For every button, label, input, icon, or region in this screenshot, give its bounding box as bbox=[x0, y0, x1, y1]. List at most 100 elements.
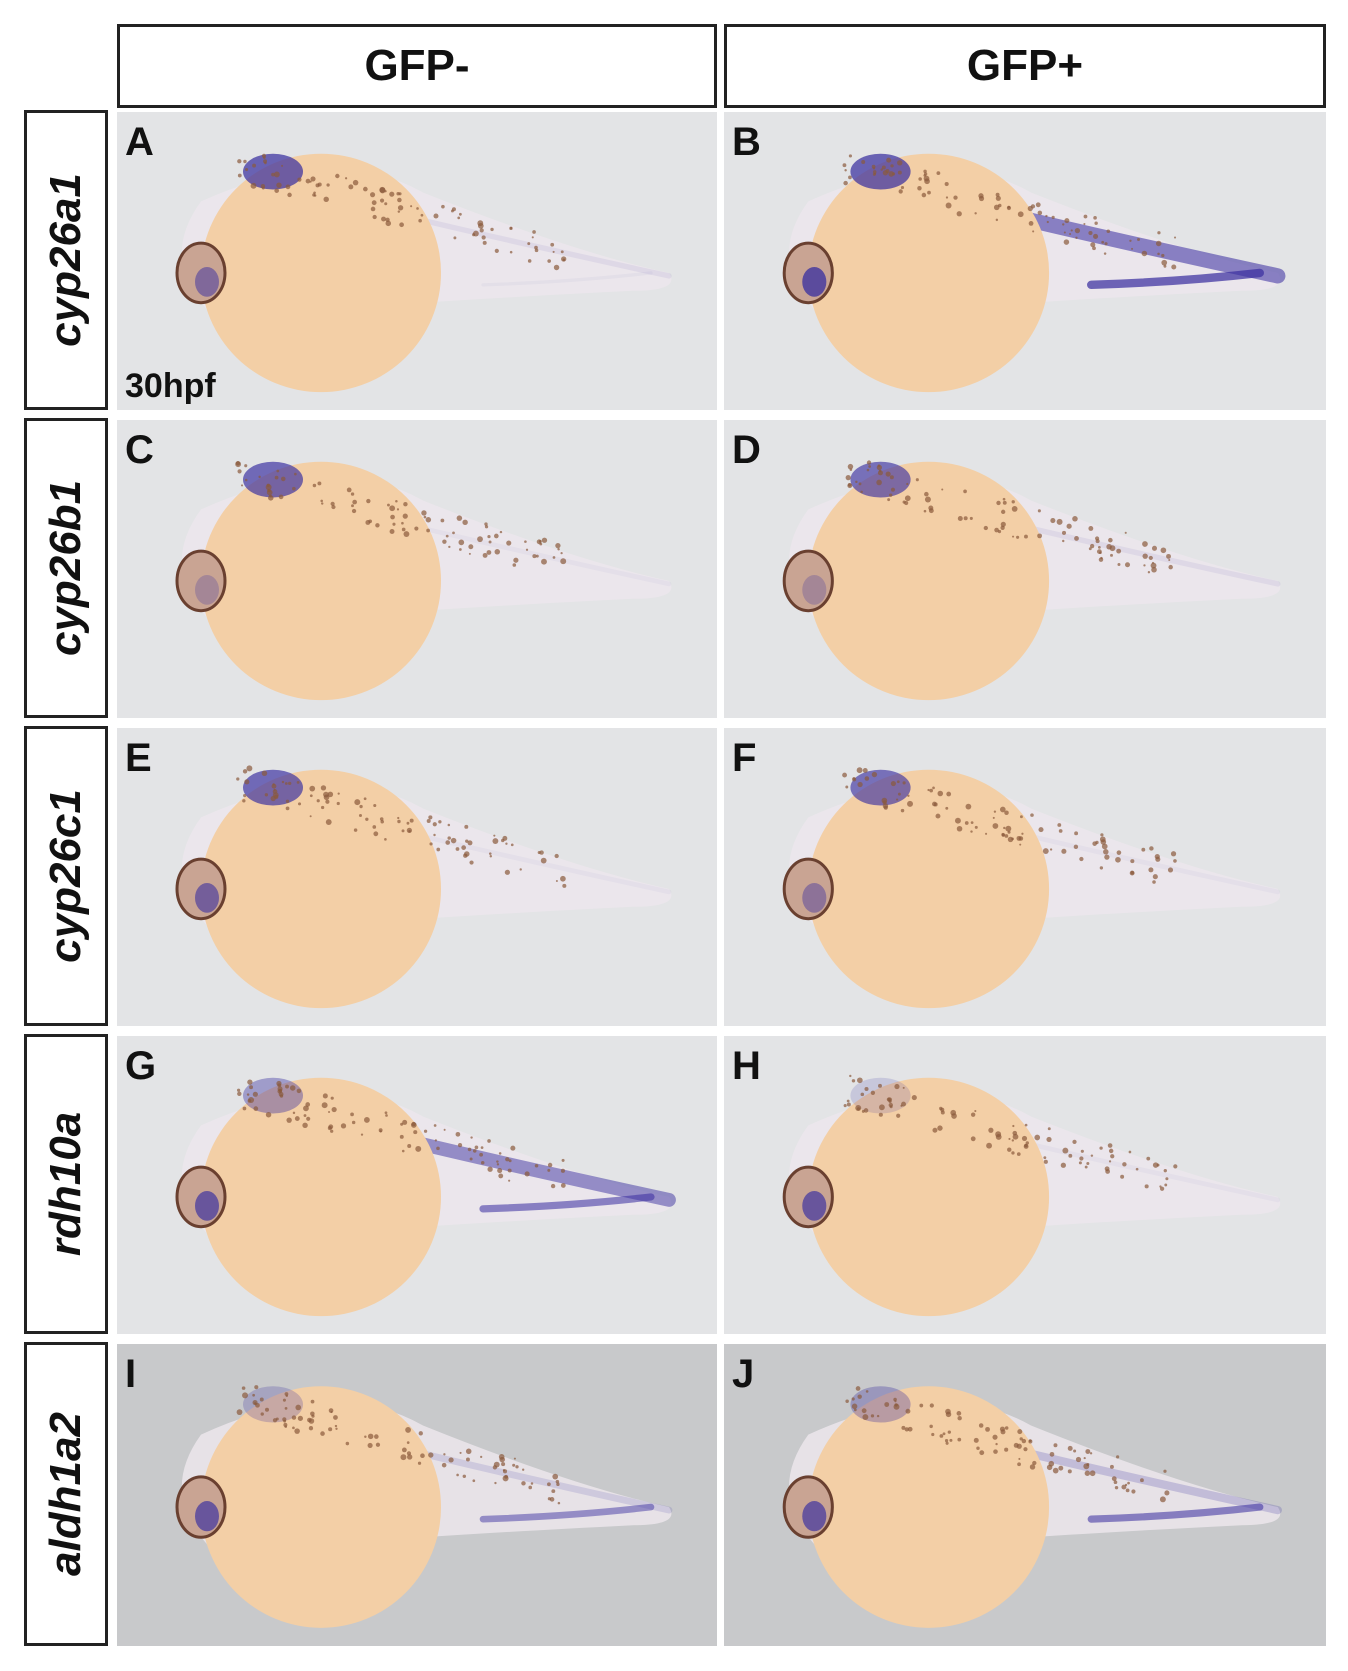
melanophore bbox=[364, 1435, 367, 1438]
melanophore bbox=[1100, 839, 1107, 845]
melanophore bbox=[281, 164, 284, 167]
melanophore bbox=[1056, 518, 1063, 525]
melanophore bbox=[1125, 1488, 1130, 1493]
melanophore bbox=[375, 523, 380, 528]
melanophore bbox=[331, 505, 336, 510]
melanophore bbox=[918, 177, 922, 181]
melanophore bbox=[244, 464, 248, 468]
melanophore bbox=[1083, 1463, 1090, 1470]
melanophore bbox=[876, 1414, 880, 1418]
melanophore bbox=[554, 853, 559, 859]
melanophore bbox=[1155, 240, 1162, 247]
melanophore bbox=[271, 783, 277, 789]
melanophore bbox=[1078, 1161, 1082, 1165]
melanophore bbox=[527, 259, 532, 263]
melanophore bbox=[992, 823, 999, 829]
melanophore bbox=[1004, 1447, 1009, 1452]
melanophore bbox=[857, 1077, 863, 1084]
melanophore bbox=[509, 250, 513, 254]
eye-stain bbox=[802, 574, 827, 605]
melanophore bbox=[957, 1437, 962, 1442]
yolk bbox=[201, 153, 441, 393]
melanophore bbox=[372, 214, 377, 220]
melanophore bbox=[992, 1434, 998, 1440]
melanophore bbox=[505, 842, 508, 845]
eye-stain bbox=[195, 882, 219, 913]
melanophore bbox=[931, 1432, 935, 1437]
melanophore bbox=[1173, 1164, 1178, 1169]
yolk bbox=[808, 769, 1050, 1009]
melanophore bbox=[1029, 1464, 1036, 1470]
melanophore bbox=[281, 780, 285, 784]
melanophore bbox=[252, 1091, 258, 1097]
melanophore bbox=[1048, 1460, 1055, 1467]
melanophore bbox=[847, 483, 853, 489]
melanophore bbox=[1131, 247, 1134, 250]
melanophore bbox=[409, 818, 414, 823]
eye-stain bbox=[195, 574, 219, 605]
melanophore bbox=[541, 537, 548, 543]
melanophore bbox=[450, 209, 454, 213]
melanophore bbox=[1069, 232, 1072, 236]
melanophore bbox=[1001, 832, 1005, 837]
melanophore bbox=[1008, 1137, 1011, 1141]
melanophore bbox=[519, 868, 522, 871]
stage-label: 30hpf bbox=[125, 367, 216, 405]
melanophore bbox=[531, 236, 534, 239]
melanophore bbox=[868, 465, 872, 468]
melanophore bbox=[945, 806, 949, 810]
melanophore bbox=[305, 1102, 311, 1107]
melanophore bbox=[389, 505, 396, 512]
melanophore bbox=[965, 803, 972, 810]
tail-stain bbox=[479, 1503, 655, 1523]
melanophore bbox=[392, 522, 396, 526]
melanophore bbox=[1143, 564, 1146, 567]
melanophore bbox=[1002, 497, 1006, 501]
melanophore bbox=[945, 196, 949, 199]
melanophore bbox=[381, 216, 386, 222]
gene-label: cyp26a1 bbox=[41, 173, 90, 347]
melanophore bbox=[462, 1474, 467, 1479]
melanophore bbox=[242, 1392, 249, 1399]
melanophore bbox=[985, 832, 988, 835]
embryo-panel-a: A 30hpf bbox=[117, 112, 717, 410]
melanophore bbox=[1011, 1151, 1015, 1155]
melanophore bbox=[927, 788, 930, 792]
melanophore bbox=[323, 196, 329, 203]
column-header-gfp-negative: GFP- bbox=[117, 24, 717, 108]
melanophore bbox=[459, 1451, 462, 1454]
melanophore bbox=[532, 230, 536, 234]
melanophore bbox=[350, 1112, 354, 1117]
melanophore bbox=[1016, 835, 1022, 841]
melanophore bbox=[950, 1109, 957, 1116]
melanophore bbox=[1021, 832, 1024, 835]
melanophore bbox=[550, 242, 555, 247]
melanophore bbox=[275, 1417, 279, 1421]
melanophore bbox=[345, 1441, 350, 1446]
melanophore bbox=[247, 1099, 252, 1103]
melanophore bbox=[282, 1398, 286, 1402]
melanophore bbox=[547, 1482, 551, 1487]
melanophore bbox=[344, 177, 348, 180]
melanophore bbox=[320, 1431, 325, 1436]
melanophore bbox=[1099, 866, 1104, 870]
melanophore bbox=[1152, 874, 1158, 880]
melanophore bbox=[1067, 1445, 1073, 1451]
melanophore bbox=[241, 1386, 246, 1390]
melanophore bbox=[326, 183, 330, 187]
melanophore bbox=[396, 508, 400, 511]
melanophore bbox=[457, 216, 461, 220]
melanophore bbox=[401, 527, 406, 532]
melanophore bbox=[904, 495, 911, 502]
melanophore bbox=[397, 210, 401, 213]
melanophore bbox=[371, 200, 377, 206]
melanophore bbox=[549, 1497, 555, 1502]
melanophore bbox=[1062, 1147, 1069, 1154]
melanophore bbox=[1173, 236, 1177, 239]
melanophore bbox=[887, 498, 891, 502]
melanophore bbox=[881, 165, 886, 170]
melanophore bbox=[842, 163, 847, 168]
melanophore bbox=[494, 248, 499, 253]
melanophore bbox=[436, 1146, 440, 1151]
melanophore bbox=[901, 1425, 906, 1430]
